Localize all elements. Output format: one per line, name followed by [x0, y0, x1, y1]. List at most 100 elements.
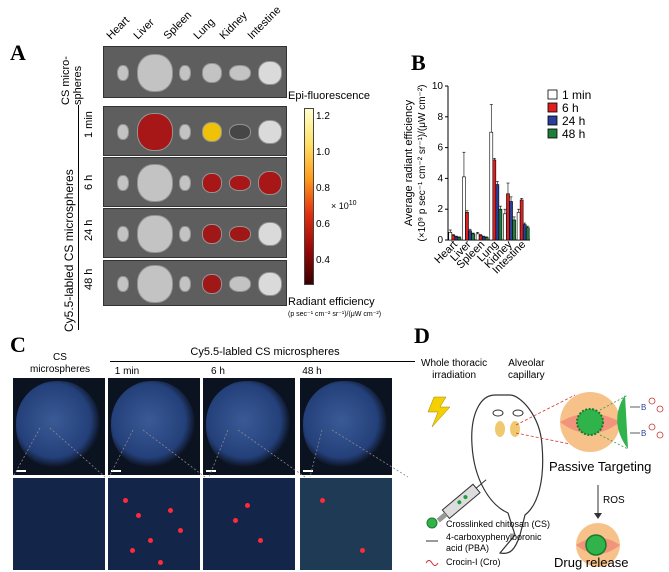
bar-3-3 [498, 208, 503, 241]
bar-0-1 [462, 176, 466, 241]
c-zoom-lines [12, 427, 409, 478]
group-cs-label: CS micro- spheres [60, 45, 100, 105]
mouse-icon [471, 394, 544, 555]
colorbar-tick-0: 1.2 [316, 111, 330, 123]
cs-microsphere-icon [576, 408, 604, 436]
c-group-label: Cy5.5-labled CS microspheres [190, 346, 340, 358]
organ-tissue [179, 124, 191, 140]
c-col-label-1: 6 h [211, 366, 225, 377]
organ-label-4: Kidney [217, 9, 250, 43]
bar-0-3 [489, 131, 494, 241]
legend-swatch-3 [547, 128, 558, 139]
d-drug-release: Drug release [554, 555, 629, 570]
organ-tissue [258, 61, 282, 85]
organ-tissue [179, 226, 191, 242]
y-tick-label-3: 6 [437, 143, 443, 154]
row-label-3: 48 h [83, 268, 95, 290]
c-micro-top-3 [300, 378, 392, 475]
panel-c-letter: C [10, 332, 26, 357]
organ-tissue [202, 224, 222, 244]
boron-label-2: B [641, 429, 646, 438]
bar-0-5 [516, 211, 521, 241]
panel-a-letter: A [10, 40, 26, 65]
red-signal-dot [130, 548, 135, 553]
red-signal-dot [258, 538, 263, 543]
legend-label-2: 24 h [562, 114, 585, 128]
scale-bar [16, 470, 26, 472]
tissue-section [206, 381, 290, 469]
d-alveolar: Alveolar capillary [508, 358, 545, 381]
legend-swatch-0 [547, 89, 558, 100]
colorbar-exp-text: × 10 [331, 201, 349, 211]
ivis-row-4 [103, 260, 287, 306]
bar-3-2 [484, 237, 489, 241]
ivis-row-3 [103, 208, 287, 258]
red-signal-dot [123, 498, 128, 503]
organ-tissue [117, 175, 129, 191]
y-tick-label-2: 4 [437, 173, 443, 184]
organ-tissue [258, 272, 282, 296]
c-micro-top-0 [13, 378, 105, 475]
organ-tissue [179, 175, 191, 191]
lung-icon [495, 421, 505, 437]
panel-b-letter: B [411, 50, 426, 75]
d-schematic: B B [425, 392, 664, 567]
red-signal-dot [148, 538, 153, 543]
bar-1-5 [519, 199, 524, 241]
organ-tissue [137, 215, 173, 253]
bar-2-3 [495, 184, 500, 241]
boron-label-1: B [641, 403, 646, 412]
organ-tissue [137, 54, 173, 92]
y-tick-label-0: 0 [437, 235, 443, 246]
tissue-section [111, 381, 195, 469]
organ-label-3: Lung [191, 16, 218, 42]
colorbar-title: Epi-fluorescence [288, 90, 370, 102]
c-micro-top-2 [203, 378, 295, 475]
colorbar-tick-4: 0.4 [316, 255, 330, 267]
bar-2-0 [454, 236, 459, 241]
legend-swatch-2 [547, 115, 558, 126]
c-col-label-2: 48 h [302, 366, 322, 377]
c-col-label-0: 1 min [114, 366, 140, 377]
ivis-row-1 [103, 106, 287, 156]
radiant-units: (p sec⁻¹ cm⁻² sr⁻¹)/(μW cm⁻²) [288, 311, 382, 318]
red-signal-dot [136, 513, 141, 518]
organ-tissue [202, 173, 222, 193]
organ-tissue [117, 124, 129, 140]
d-legend-cs: Crosslinked chitosan (CS) [446, 519, 551, 529]
tissue-section [303, 381, 387, 469]
c-micro-bottom-1 [108, 478, 200, 570]
scale-bar [303, 470, 313, 472]
colorbar [304, 108, 314, 285]
y-tick-label-4: 8 [437, 112, 443, 123]
radiant-title: Radiant efficiency [288, 296, 375, 308]
red-signal-dot [178, 528, 183, 533]
colorbar-exponent: × 1010 [331, 200, 357, 211]
d-legend-pba: 4-carboxyphenylboronic acid (PBA) [446, 532, 542, 553]
organ-tissue [229, 276, 251, 292]
organ-tissue [202, 274, 222, 294]
organ-tissue [117, 226, 129, 242]
organ-tissue [229, 65, 251, 81]
panel-d-letter: D [414, 323, 430, 348]
organ-tissue [117, 276, 129, 292]
organ-tissue [179, 65, 191, 81]
legend-swatch-1 [547, 102, 558, 113]
d-whole-thoracic: Whole thoracic irradiation [421, 358, 488, 381]
c-micro-bottom-2 [203, 478, 295, 570]
ivis-row-2 [103, 157, 287, 207]
bar-3-0 [457, 237, 462, 241]
red-signal-dot [233, 518, 238, 523]
c-micro-top-1 [108, 378, 200, 475]
organ-tissue [137, 164, 173, 202]
c-micro-bottom-0 [13, 478, 105, 570]
colorbar-tick-2: 0.8 [316, 183, 330, 195]
y-axis-label-2: (×10⁹ p sec⁻¹ cm⁻² sr⁻¹)/(μW cm⁻²) [417, 85, 428, 242]
bar-1-1 [465, 211, 469, 241]
bar-1-4 [506, 193, 510, 241]
bar-2-2 [481, 236, 486, 241]
y-tick-label-5: 10 [432, 81, 444, 92]
c-group-line [110, 361, 415, 362]
d-ros: ROS [603, 495, 625, 506]
red-signal-dot [168, 508, 173, 513]
